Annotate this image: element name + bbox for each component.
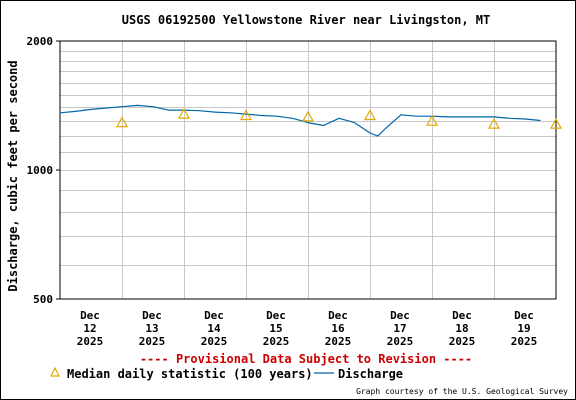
x-tick-text: Dec (328, 309, 348, 322)
x-tick-text: 2025 (77, 335, 104, 348)
x-tick-text: 14 (207, 322, 221, 335)
x-tick-text: 18 (455, 322, 468, 335)
median-point (487, 117, 501, 129)
series-layer (59, 104, 563, 137)
y-axis-ticks: 500 1000 2000 (27, 35, 60, 306)
x-tick-text: Dec (142, 309, 162, 322)
x-tick-text: 17 (393, 322, 406, 335)
x-tick-text: 2025 (201, 335, 228, 348)
x-tick-text: 2025 (263, 335, 290, 348)
x-tick-text: 2025 (511, 335, 538, 348)
x-tick-text: 19 (517, 322, 530, 335)
chart-title: USGS 06192500 Yellowstone River near Liv… (122, 13, 490, 27)
x-tick-text: 2025 (325, 335, 352, 348)
x-tick-text: 13 (145, 322, 158, 335)
credit-text: Graph courtesy of the U.S. Geological Su… (356, 387, 568, 396)
legend-median-label: Median daily statistic (100 years) (67, 367, 313, 381)
x-tick-text: 16 (331, 322, 345, 335)
x-tick-text: 15 (269, 322, 282, 335)
x-tick-text: Dec (80, 309, 100, 322)
x-tick-text: Dec (514, 309, 534, 322)
x-tick-text: 2025 (387, 335, 414, 348)
median-point (425, 114, 439, 126)
legend: Median daily statistic (100 years) Disch… (50, 366, 403, 381)
discharge-line (59, 104, 541, 137)
x-axis-ticks: Dec122025Dec132025Dec142025Dec152025Dec1… (77, 309, 538, 348)
y-tick-label: 1000 (27, 164, 54, 177)
y-axis-label: Discharge, cubic feet per second (6, 60, 20, 291)
median-point (239, 109, 253, 121)
x-tick-text: 2025 (139, 335, 166, 348)
x-tick-text: 2025 (449, 335, 476, 348)
y-tick-label: 2000 (27, 35, 54, 48)
provisional-note: ---- Provisional Data Subject to Revisio… (140, 352, 472, 366)
x-tick-text: Dec (266, 309, 286, 322)
x-tick-text: Dec (452, 309, 472, 322)
median-point (301, 110, 315, 122)
x-tick-text: 12 (83, 322, 96, 335)
median-point (177, 107, 191, 119)
y-tick-label: 500 (33, 293, 53, 306)
median-point (363, 109, 377, 121)
grid-lines (60, 41, 556, 299)
legend-median-triangle-icon (50, 366, 60, 377)
legend-discharge-label: Discharge (338, 367, 403, 381)
median-point (549, 117, 563, 129)
x-tick-text: Dec (390, 309, 410, 322)
median-point (115, 116, 129, 128)
x-tick-text: Dec (204, 309, 224, 322)
